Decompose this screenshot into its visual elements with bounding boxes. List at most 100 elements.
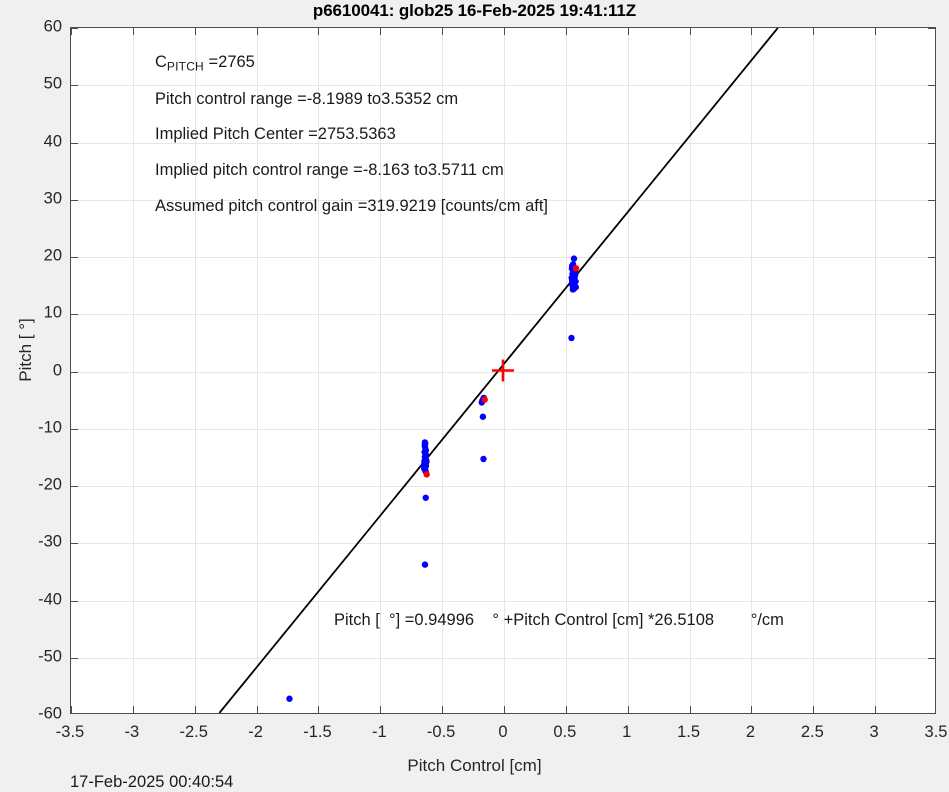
x-tick-label: 3: [869, 723, 879, 741]
axis-tick-x: [504, 28, 505, 35]
grid-line-horizontal: [71, 428, 935, 430]
grid-line-vertical: [132, 28, 134, 713]
data-point: [572, 278, 579, 285]
c-pitch-value: =2765: [203, 53, 255, 71]
data-point: [422, 455, 429, 463]
annotation-pitch-control-range: Pitch control range =-8.1989 to3.5352 cm: [155, 90, 459, 108]
data-point: [286, 695, 293, 702]
axis-tick-y: [928, 371, 935, 373]
axis-tick-x: [132, 28, 134, 35]
axis-tick-x: [442, 28, 444, 35]
series-pitch-observations: [286, 255, 580, 702]
axis-tick-x: [565, 28, 567, 35]
axis-tick-x: [132, 706, 134, 713]
data-point: [568, 265, 576, 272]
axis-tick-x: [751, 28, 753, 35]
data-point: [570, 264, 577, 271]
axis-tick-x: [813, 28, 815, 35]
data-point: [481, 396, 488, 403]
c-pitch-subscript: PITCH: [166, 59, 204, 74]
axis-tick-x: [380, 706, 382, 713]
data-point: [421, 443, 429, 451]
grid-line-horizontal: [71, 543, 935, 545]
data-point: [569, 266, 576, 274]
y-tick-label: -30: [38, 532, 62, 551]
axis-tick-x: [689, 28, 691, 35]
axis-tick-x: [256, 28, 258, 35]
series-pitch-center: [492, 359, 514, 382]
annotation-fit-equation: Pitch [ °] =0.94996 ° +Pitch Control [cm…: [334, 611, 784, 629]
y-tick-label: 50: [43, 74, 62, 93]
x-tick-label: 3.5: [924, 723, 948, 741]
y-tick-label: 40: [43, 132, 62, 150]
data-point: [568, 277, 576, 285]
axis-tick-x: [565, 706, 567, 713]
y-tick-label: -60: [38, 704, 62, 723]
grid-line-horizontal: [71, 314, 935, 316]
data-point: [423, 471, 430, 478]
grid-line-horizontal: [71, 371, 935, 373]
axis-tick-x: [689, 706, 691, 713]
data-point: [572, 271, 579, 278]
x-tick-label: -3.5: [55, 723, 85, 741]
y-tick-label: -10: [38, 418, 62, 437]
axis-tick-x: [318, 28, 320, 35]
data-point: [571, 269, 579, 276]
x-tick-label: 2.5: [800, 723, 824, 741]
x-tick-label: -2: [248, 723, 263, 741]
data-point: [570, 269, 577, 277]
data-point: [480, 395, 487, 403]
data-point: [569, 286, 577, 293]
grid-line-horizontal: [71, 257, 935, 258]
annotation-c-pitch: CPITCH =2765: [155, 53, 255, 73]
x-tick-label: -0.5: [426, 723, 456, 741]
data-point: [569, 273, 577, 280]
x-tick-label: 1.5: [677, 723, 701, 741]
data-point: [479, 413, 487, 420]
x-tick-label: -1: [371, 723, 387, 741]
data-point: [423, 456, 430, 464]
axis-tick-x: [504, 706, 505, 713]
axis-tick-x: [813, 706, 815, 713]
y-axis-label: Pitch [ °]: [16, 318, 35, 382]
axis-tick-y: [71, 199, 78, 201]
data-point: [478, 399, 485, 406]
axis-tick-x: [875, 28, 877, 35]
data-point: [421, 561, 429, 568]
axis-tick-y: [71, 428, 78, 430]
grid-line-horizontal: [71, 600, 935, 602]
data-point: [570, 281, 578, 288]
data-point: [480, 455, 487, 463]
grid-line-vertical: [813, 28, 815, 713]
axis-tick-y: [928, 657, 935, 659]
data-point: [571, 278, 578, 286]
axis-tick-y: [928, 486, 935, 487]
x-tick-label: 2: [745, 723, 756, 741]
data-point: [572, 283, 580, 291]
data-point: [570, 285, 578, 293]
data-point: [571, 274, 578, 281]
data-point: [422, 466, 429, 474]
data-point: [422, 468, 429, 475]
data-point: [568, 262, 576, 270]
y-tick-label: 60: [43, 17, 62, 36]
axis-tick-y: [71, 371, 78, 373]
y-tick-label: -20: [38, 475, 62, 494]
y-tick-label: -50: [38, 647, 62, 666]
plot-axes[interactable]: CPITCH =2765 Pitch control range =-8.198…: [70, 27, 936, 714]
axis-tick-x: [380, 28, 382, 35]
annotation-implied-pitch-control-range: Implied pitch control range =-8.163 to3.…: [155, 161, 504, 179]
data-point: [569, 270, 576, 278]
y-tick-label: 0: [52, 361, 62, 379]
axis-tick-y: [928, 28, 935, 29]
data-point: [422, 446, 429, 454]
data-point: [570, 279, 577, 287]
x-tick-label: -3: [124, 723, 140, 741]
data-point: [569, 275, 577, 282]
data-point: [421, 458, 428, 465]
data-point: [421, 453, 429, 460]
data-point: [571, 283, 579, 290]
data-point: [421, 439, 429, 446]
x-tick-label: 1: [622, 723, 632, 741]
